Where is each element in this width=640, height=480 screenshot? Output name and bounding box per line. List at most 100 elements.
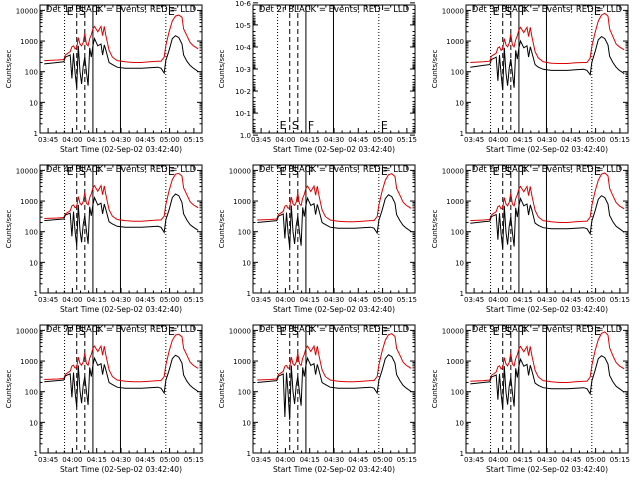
y-tick-label: 100 [25,229,38,237]
y-tick-label: 10 [455,419,464,427]
y-tick-label: 1000 [446,358,464,366]
x-tick-label: 05:15 [610,456,630,464]
event-marker-2: S [79,5,86,18]
x-tick-label: 04:45 [561,136,581,144]
x-tick-label: 04:30 [324,136,344,144]
y-axis-label: Counts/sec [5,210,13,249]
x-axis-label: Start Time (02-Sep-02 03:42:40) [273,305,395,314]
series-black [257,194,412,248]
series-red [257,333,412,383]
y-tick-label: 100 [451,69,464,77]
x-tick-label: 04:15 [300,296,320,304]
x-tick-label: 04:00 [275,296,295,304]
y-tick-label: 1000 [20,198,38,206]
y-tick-label: 100 [451,389,464,397]
x-tick-label: 03:45 [38,456,58,464]
y-axis-label: Counts/sec [5,50,13,89]
x-axis-label: Start Time (02-Sep-02 03:42:40) [60,465,182,474]
panel-6: Det 6r BLACK = Events, RED = LLDCounts/s… [431,164,630,314]
x-tick-label: 04:45 [348,296,368,304]
x-tick-label: 04:00 [62,456,82,464]
event-marker-2: S [292,325,299,338]
x-tick-label: 04:00 [488,136,508,144]
x-axis-label: Start Time (02-Sep-02 03:42:40) [60,145,182,154]
x-tick-label: 05:00 [160,136,180,144]
y-tick-label: 10-2 [235,88,251,96]
event-marker-1: E [280,119,287,132]
event-marker-4: E [381,165,388,178]
event-marker-3: F [308,325,314,338]
y-tick-label: 1000 [20,38,38,46]
event-marker-3: F [95,325,101,338]
event-marker-2: S [505,325,512,338]
y-tick-label: 10000 [442,7,464,15]
x-tick-label: 04:00 [62,296,82,304]
event-marker-2: S [505,5,512,18]
event-marker-4: E [381,119,388,132]
x-tick-label: 05:15 [184,296,204,304]
event-marker-3: F [95,5,101,18]
y-axis-label: Counts/sec [431,50,439,89]
event-marker-1: E [493,165,500,178]
panel-4: Det 4r BLACK = Events, RED = LLDCounts/s… [5,164,204,314]
x-tick-label: 05:15 [610,136,630,144]
x-tick-label: 05:00 [160,456,180,464]
y-tick-label: 1 [460,450,464,458]
y-tick-label: 10-4 [235,44,251,52]
series-red [470,331,625,383]
series-red [44,333,199,383]
event-marker-4: E [594,165,601,178]
y-tick-label: 10-3 [235,66,251,74]
y-tick-label: 10000 [16,7,38,15]
x-axis-label: Start Time (02-Sep-02 03:42:40) [486,465,608,474]
x-tick-label: 03:45 [464,456,484,464]
series-black [44,354,199,407]
y-tick-label: 10000 [442,327,464,335]
x-tick-label: 04:45 [348,136,368,144]
y-tick-label: 100 [25,389,38,397]
x-tick-label: 04:30 [111,296,131,304]
y-tick-label: 1000 [446,198,464,206]
x-tick-label: 04:30 [324,456,344,464]
event-marker-3: F [521,165,527,178]
y-tick-label: 10000 [16,327,38,335]
x-tick-label: 04:00 [62,136,82,144]
series-black [44,193,199,246]
y-axis-label: Counts/sec [218,50,226,89]
x-tick-label: 04:15 [513,456,533,464]
y-tick-label: 1 [460,290,464,298]
event-marker-2: S [79,325,86,338]
event-marker-2: S [292,119,299,132]
y-tick-label: 10000 [16,167,38,175]
event-marker-3: F [308,165,314,178]
event-marker-1: E [280,325,287,338]
y-axis-label: Counts/sec [5,370,13,409]
event-marker-2: S [505,165,512,178]
x-tick-label: 04:00 [275,456,295,464]
x-tick-label: 04:15 [87,296,107,304]
x-tick-label: 04:45 [348,456,368,464]
event-marker-3: F [95,165,101,178]
y-axis-label: Counts/sec [218,370,226,409]
y-tick-label: 100 [238,229,251,237]
x-tick-label: 04:15 [300,136,320,144]
y-tick-label: 100 [238,389,251,397]
event-marker-2: S [79,165,86,178]
x-tick-label: 04:15 [513,296,533,304]
series-red [44,172,199,222]
y-tick-label: 1000 [446,38,464,46]
event-marker-4: E [168,325,175,338]
event-marker-1: E [67,165,74,178]
event-marker-3: F [521,325,527,338]
x-tick-label: 04:00 [275,136,295,144]
y-tick-label: 1 [460,130,464,138]
x-tick-label: 04:30 [111,136,131,144]
x-tick-label: 04:45 [135,136,155,144]
x-tick-label: 04:00 [488,296,508,304]
event-marker-2: S [292,165,299,178]
y-tick-label: 10000 [442,167,464,175]
series-black [470,35,625,91]
x-tick-label: 05:15 [610,296,630,304]
event-marker-1: E [67,325,74,338]
